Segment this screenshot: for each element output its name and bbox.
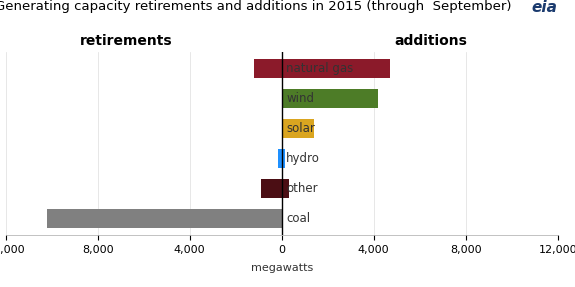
Bar [254,59,282,77]
Text: coal: coal [286,212,311,225]
Text: hydro: hydro [286,152,320,165]
Bar [282,59,390,77]
Text: solar: solar [286,122,315,135]
Text: Generating capacity retirements and additions in 2015 (through  September): Generating capacity retirements and addi… [0,0,511,13]
Text: natural gas: natural gas [286,62,354,75]
Bar [282,179,289,198]
Bar [282,149,285,168]
Text: retirements: retirements [80,34,173,49]
Text: wind: wind [286,92,315,105]
Text: additions: additions [395,34,467,49]
Text: megawatts: megawatts [251,263,313,273]
Bar [282,89,378,108]
Bar [261,179,282,198]
Text: eia: eia [532,0,558,15]
Bar [282,119,314,138]
Bar [47,210,282,228]
Text: other: other [286,182,318,195]
Bar [278,149,282,168]
